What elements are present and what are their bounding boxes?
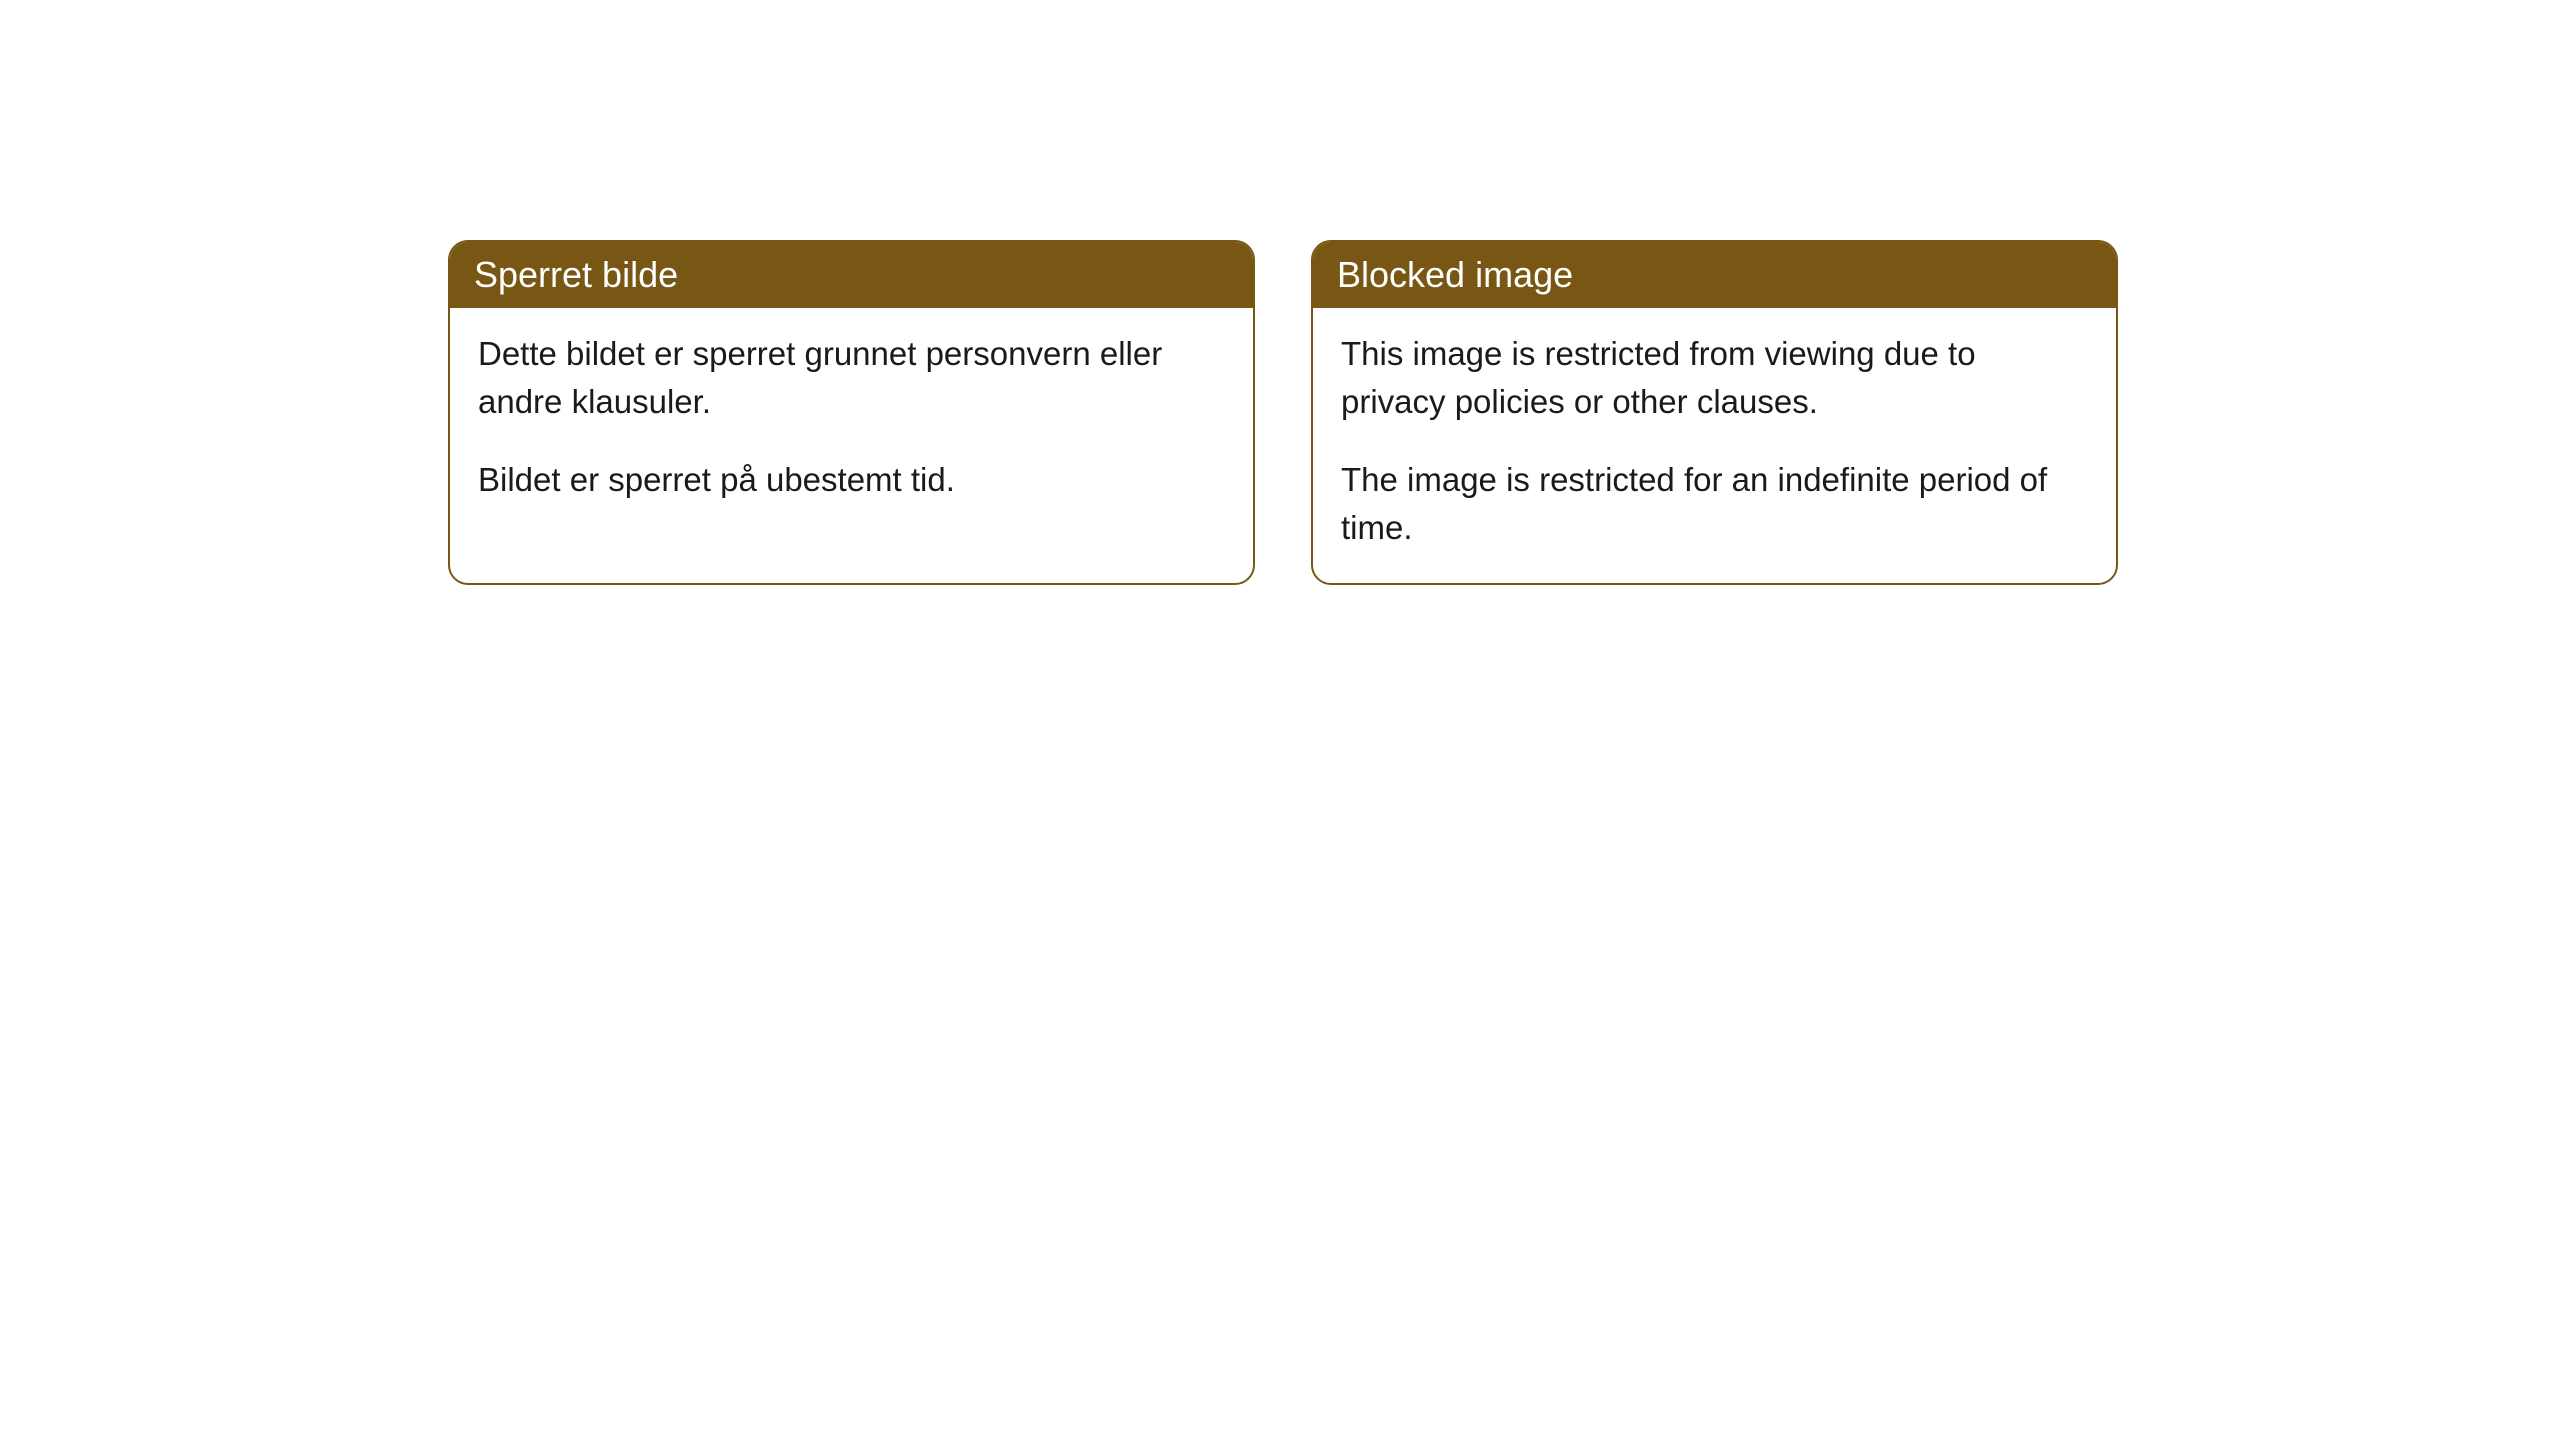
card-paragraph: Dette bildet er sperret grunnet personve… [478, 330, 1225, 426]
card-body: This image is restricted from viewing du… [1313, 308, 2116, 583]
card-paragraph: This image is restricted from viewing du… [1341, 330, 2088, 426]
card-body: Dette bildet er sperret grunnet personve… [450, 308, 1253, 536]
card-header: Sperret bilde [450, 242, 1253, 308]
card-title: Blocked image [1337, 254, 1573, 295]
notice-cards-container: Sperret bilde Dette bildet er sperret gr… [448, 240, 2118, 585]
card-paragraph: The image is restricted for an indefinit… [1341, 456, 2088, 552]
card-title: Sperret bilde [474, 254, 678, 295]
blocked-image-card-en: Blocked image This image is restricted f… [1311, 240, 2118, 585]
card-header: Blocked image [1313, 242, 2116, 308]
card-paragraph: Bildet er sperret på ubestemt tid. [478, 456, 1225, 504]
blocked-image-card-no: Sperret bilde Dette bildet er sperret gr… [448, 240, 1255, 585]
